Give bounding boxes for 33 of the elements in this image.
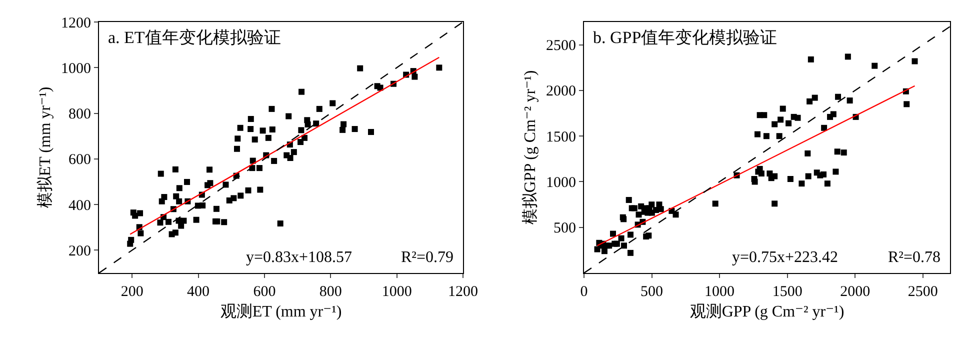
y-tick-label: 200: [68, 243, 91, 260]
y-tick-label: 2000: [546, 84, 576, 100]
x-axis-title: 观测GPP (g Cm⁻² yr⁻¹): [690, 304, 844, 321]
chart-title: a. ET值年变化模拟验证: [108, 28, 281, 47]
chart-title: b. GPP值年变化模拟验证: [593, 28, 778, 47]
annotation: R²=0.78: [888, 249, 940, 266]
x-tick-label: 200: [120, 284, 144, 300]
y-tick-label: 1000: [546, 174, 576, 191]
y-tick-label: 400: [68, 198, 91, 214]
y-tick-label: 2500: [546, 38, 576, 54]
annotation: R²=0.79: [401, 249, 454, 266]
x-axis-title: 观测ET (mm yr⁻¹): [220, 304, 342, 321]
y-axis-title: 模拟ET (mm yr⁻¹): [36, 86, 54, 208]
y-tick-label: 1000: [61, 60, 91, 77]
x-tick-label: 2500: [908, 284, 938, 300]
x-tick-label: 2000: [840, 284, 870, 300]
x-tick-label: 1500: [772, 284, 802, 300]
y-tick-label: 600: [68, 152, 91, 168]
x-tick-label: 0: [580, 284, 588, 300]
annotation: y=0.75x+223.42: [732, 249, 838, 266]
x-tick-label: 400: [187, 284, 210, 300]
x-tick-label: 1000: [704, 284, 735, 300]
y-axis-title: 模拟GPP (g Cm⁻² yr⁻¹): [520, 70, 539, 225]
x-tick-label: 1200: [448, 284, 478, 300]
y-tick-label: 1200: [61, 15, 91, 32]
x-tick-label: 500: [640, 284, 664, 300]
y-tick-label: 800: [68, 106, 91, 123]
x-tick-label: 1000: [382, 284, 412, 300]
annotation: y=0.83x+108.57: [246, 249, 352, 266]
x-tick-label: 600: [253, 284, 276, 300]
y-tick-label: 500: [554, 220, 576, 237]
x-tick-label: 800: [319, 284, 342, 300]
y-tick-label: 1500: [546, 129, 576, 146]
